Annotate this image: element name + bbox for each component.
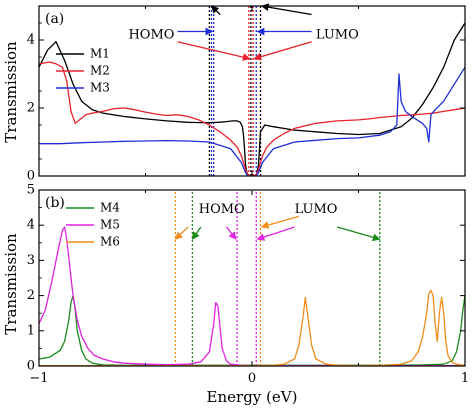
annotation-homo: HOMO — [199, 202, 245, 217]
panel-label: (b) — [45, 195, 65, 211]
legend-label: M4 — [100, 201, 120, 215]
plot-frame — [38, 189, 466, 367]
y-tick-label: 5 — [27, 183, 35, 198]
y-axis-label-b: Transmission — [2, 233, 20, 335]
plot-area — [39, 6, 465, 176]
annotation-arrow — [177, 41, 251, 61]
y-tick-label: 2 — [27, 101, 35, 116]
annotation-arrow — [260, 215, 300, 229]
x-axis — [38, 6, 466, 176]
y-axis: 0 2 4 — [27, 22, 465, 184]
x-tick-label: 0 — [248, 371, 256, 386]
series-line-m3 — [39, 66, 465, 176]
series-line-m2 — [39, 61, 465, 176]
y-axis-label-a: Transmission — [2, 41, 20, 143]
legend-label: M6 — [100, 235, 120, 249]
annotation-arrow — [260, 3, 312, 16]
y-tick-label: 4 — [27, 33, 35, 48]
legend: M4 M5 M6 — [66, 201, 120, 249]
annotation-lumo: LUMO — [295, 202, 338, 217]
annotation-homo: HOMO — [128, 27, 174, 42]
x-tick-label: −1 — [29, 371, 48, 386]
y-tick-label: 3 — [27, 253, 35, 268]
legend-label: M5 — [100, 218, 120, 232]
series-line-m6 — [39, 289, 465, 366]
x-axis: −1 0 1 — [29, 190, 469, 386]
y-axis: 0 1 2 3 4 5 — [27, 183, 465, 374]
annotation-arrow — [337, 226, 381, 242]
annotation-arrow — [191, 226, 202, 240]
y-tick-label: 4 — [27, 218, 35, 233]
annotation-arrow — [225, 226, 237, 240]
panel-a: HOMO LUMO 0 2 4 (a) M1 M2 M3 — [27, 3, 466, 184]
x-axis-label: Energy (eV) — [207, 388, 298, 406]
x-tick-label: 1 — [461, 371, 469, 386]
panel-label: (a) — [45, 11, 64, 27]
legend: M1 M2 M3 — [56, 47, 110, 95]
series-line-m1 — [39, 22, 465, 176]
series-line-m4 — [39, 294, 465, 366]
plot-area — [39, 190, 465, 366]
annotation-arrow — [256, 226, 295, 241]
annotation-arrow — [253, 41, 312, 61]
legend-label: M1 — [90, 47, 110, 61]
y-tick-label: 1 — [27, 323, 35, 338]
y-tick-label: 0 — [27, 169, 35, 184]
annotation-lumo: LUMO — [316, 27, 359, 42]
legend-label: M2 — [90, 64, 110, 78]
annotation-arrow — [210, 5, 221, 15]
legend-label: M3 — [90, 81, 110, 95]
y-tick-label: 0 — [27, 359, 35, 374]
y-tick-label: 2 — [27, 288, 35, 303]
annotation-arrow — [174, 226, 189, 240]
